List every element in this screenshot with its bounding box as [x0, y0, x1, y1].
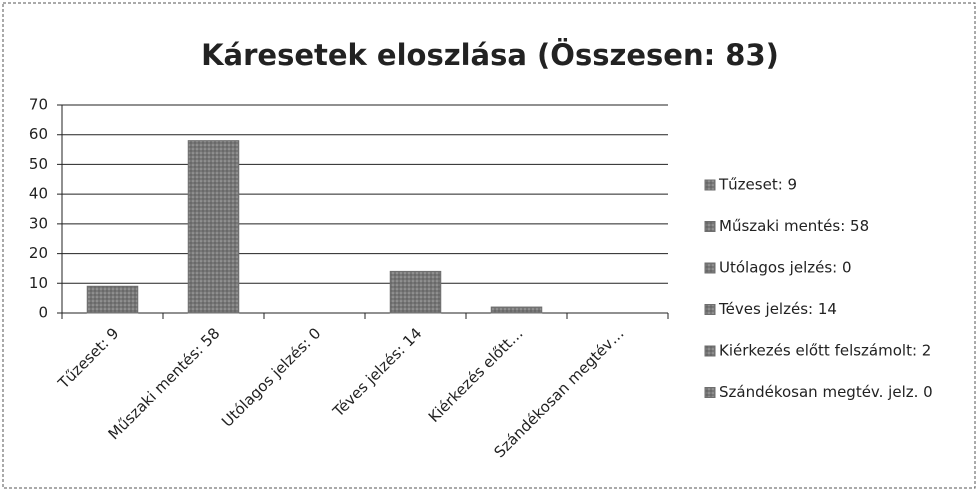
legend-marker [704, 387, 716, 398]
legend-label: Téves jelzés: 14 [718, 300, 837, 318]
y-tick-label: 30 [29, 214, 48, 232]
y-tick-label: 40 [29, 185, 48, 203]
y-tick-label: 60 [29, 125, 48, 143]
bar [86, 285, 139, 314]
legend-label: Kiérkezés előtt felszámolt: 2 [719, 342, 931, 360]
bar [187, 140, 240, 314]
legend-marker [704, 262, 716, 274]
y-tick-label: 70 [29, 96, 48, 114]
bar [389, 270, 442, 314]
x-tick-label: Tűzeset: 9 [54, 324, 123, 393]
legend-marker [704, 345, 716, 357]
x-tick-label: Utólagos jelzés: 0 [218, 324, 324, 430]
legend-label: Utólagos jelzés: 0 [719, 259, 852, 277]
y-tick-label: 20 [29, 244, 48, 262]
legend-marker [704, 221, 716, 232]
y-tick-label: 10 [29, 274, 48, 292]
legend-label: Tűzeset: 9 [718, 176, 797, 194]
y-tick-label: 50 [29, 155, 48, 173]
y-tick-label: 0 [38, 304, 48, 322]
legend-marker [704, 304, 716, 315]
x-tick-label: Téves jelzés: 14 [329, 324, 426, 421]
legend-marker [704, 179, 716, 191]
legend-label: Szándékosan megtév. jelz. 0 [719, 383, 933, 401]
chart-title: Káresetek eloszlása (Összesen: 83) [201, 38, 779, 72]
x-tick-label: Kiérkezés előtt… [425, 324, 527, 426]
bar [490, 306, 543, 314]
legend-label: Műszaki mentés: 58 [719, 217, 869, 235]
x-tick-label: Műszaki mentés: 58 [105, 324, 224, 443]
